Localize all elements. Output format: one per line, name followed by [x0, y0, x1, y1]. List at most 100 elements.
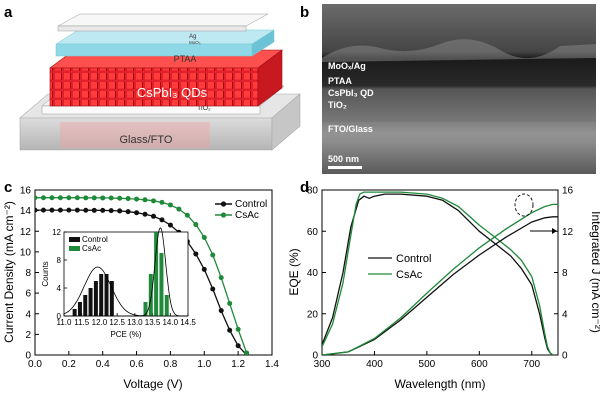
c-series-csac-point: [83, 195, 89, 201]
d-y2-tick-label: 8: [562, 268, 568, 279]
c-legend-control-marker: [220, 201, 227, 207]
c-y-tick-label: 16: [20, 186, 32, 197]
c-series-control-point: [49, 207, 55, 213]
sem-ptaa-label: PTAA: [328, 76, 352, 86]
ptaa-label: PTAA: [174, 54, 197, 64]
c-inset-legend-control-swatch: [69, 237, 80, 242]
d-annotation-ellipse: [514, 193, 534, 217]
c-inset-y-tick-label: 4: [57, 284, 62, 293]
c-x-tick-label: 0.8: [163, 359, 177, 370]
d-y-ticks: 0 20 40 60 80: [307, 186, 326, 362]
c-inset-fits: [63, 227, 188, 317]
c-series-control-point: [125, 209, 131, 215]
c-series-csac-point: [125, 196, 131, 202]
d-x-tick-label: 300: [314, 359, 331, 370]
c-series-csac-point: [91, 195, 97, 201]
d-y2-tick-label: 12: [562, 227, 574, 238]
sem-fto-label: FTO/Glass: [328, 124, 373, 134]
c-inset-y-label: Counts: [41, 261, 50, 286]
c-inset-bar-control: [93, 281, 98, 316]
c-inset-x-tick-label: 11.0: [57, 318, 73, 327]
d-x-tick-label: 400: [366, 359, 383, 370]
d-annotation-arrow-head: [552, 228, 557, 234]
c-series-csac-point: [40, 195, 46, 201]
d-plot-frame: [321, 189, 559, 356]
c-series-control-point: [66, 207, 72, 213]
c-inset-x-label: PCE (%): [110, 330, 141, 339]
panel-d-letter: d: [300, 179, 309, 196]
c-series-csac-point: [193, 222, 199, 228]
c-inset-legend-csac-label: CsAc: [82, 244, 101, 253]
c-series-control-point: [100, 207, 106, 213]
c-series-csac-point: [66, 195, 72, 201]
d-series-csac-integrated-j: [322, 203, 558, 355]
d-y2-tick-label: 4: [562, 309, 568, 320]
d-legend: Control CsAc: [368, 253, 431, 281]
c-inset-y-tick-label: 0: [57, 312, 62, 321]
d-y2-ticks: 0 4 8 12 16: [554, 186, 574, 362]
c-legend-csac-label: CsAc: [235, 210, 259, 221]
c-series-control-point: [201, 266, 207, 272]
c-series-csac-point: [49, 195, 55, 201]
c-inset-x-tick-label: 13.0: [127, 318, 143, 327]
c-x-tick-label: 1.4: [265, 359, 279, 370]
d-y-tick-label: 60: [307, 227, 319, 238]
ag-layer: [57, 13, 269, 32]
c-inset-bar-control: [104, 274, 109, 316]
c-inset-bar-csac: [154, 232, 159, 316]
c-series-csac-point: [159, 199, 165, 205]
d-series-csac: [322, 191, 554, 355]
c-series-csac-point: [210, 252, 216, 258]
c-series-control-point: [117, 208, 123, 214]
sem-qd-label: CsPbI₃ QD: [328, 88, 374, 98]
d-series-control: [322, 193, 554, 355]
panel-d: d 300 400 500 600 700 0 20 40 60 80 0 4 8 12 16 Wave…: [287, 179, 600, 391]
c-series-control-point: [235, 343, 241, 349]
d-y-tick-label: 0: [312, 351, 318, 362]
c-series-csac-point: [151, 198, 156, 204]
c-series-csac-point: [167, 202, 173, 208]
c-y-ticks: 0 2 4 6 8 10 12 14 16: [20, 186, 39, 362]
d-legend-csac-label: CsAc: [396, 269, 423, 281]
c-y-tick-label: 0: [25, 351, 31, 362]
c-inset-bar-control: [88, 288, 93, 316]
sem-top-edge: [322, 39, 596, 62]
c-x-tick-label: 1.2: [231, 359, 245, 370]
c-series-control-point: [35, 207, 38, 213]
c-inset-legend-control-label: Control: [82, 235, 108, 244]
panel-a: a Glass/FTO TiO₂ CsPbI₃ QDs PTAA: [4, 4, 301, 151]
c-series-control-point: [151, 213, 156, 219]
c-inset-x-tick-label: 14.0: [162, 318, 178, 327]
c-series-control-point: [227, 327, 233, 333]
c-y-tick-label: 2: [25, 330, 31, 341]
panel-b: b MoOₓ/Ag PTAA CsPbI₃ QD TiO₂ FTO/Glass …: [300, 4, 596, 174]
d-y-tick-label: 80: [307, 186, 319, 197]
c-series-control-point: [142, 211, 148, 217]
c-x-axis-label: Voltage (V): [123, 377, 182, 391]
c-series-csac-point: [227, 300, 233, 306]
c-y-tick-label: 8: [25, 268, 31, 279]
c-inset-x-ticks: 11.0 11.5 12.0 12.5 13.0 13.5 14.0 14.5: [57, 313, 196, 327]
sem-fto-band: [322, 122, 596, 140]
d-y-tick-label: 20: [307, 309, 319, 320]
c-series-control-point: [91, 207, 97, 213]
c-inset: 11.0 11.5 12.0 12.5 13.0 13.5 14.0 14.5 0 4 8 12 P…: [41, 227, 196, 339]
c-series-control-point: [108, 208, 114, 214]
d-y-tick-label: 40: [307, 268, 319, 279]
c-series-control-point: [83, 207, 89, 213]
d-y2-tick-label: 0: [562, 351, 568, 362]
c-series-csac-point: [201, 234, 207, 240]
c-series-control-point: [159, 217, 165, 223]
d-x-tick-label: 500: [419, 359, 436, 370]
c-inset-fit-curve: [64, 227, 188, 317]
glass-fto-label: Glass/FTO: [120, 134, 173, 146]
panel-c: c 0.0 0.2 0.4 0.6 0.8 1.0 1.2 1.4 0 2 4 6 8 10 12 14 16…: [2, 179, 279, 391]
c-x-ticks: 0.0 0.2 0.4 0.6 0.8 1.0 1.2 1.4: [28, 351, 279, 370]
c-inset-bar-control: [109, 281, 114, 316]
c-inset-x-tick-label: 12.5: [109, 318, 125, 327]
c-series-control-point: [134, 210, 140, 216]
moo3-label: MoO₃: [189, 40, 201, 45]
d-x-tick-label: 700: [523, 359, 540, 370]
c-series-group: [35, 195, 250, 355]
c-series-csac-point: [57, 195, 63, 201]
